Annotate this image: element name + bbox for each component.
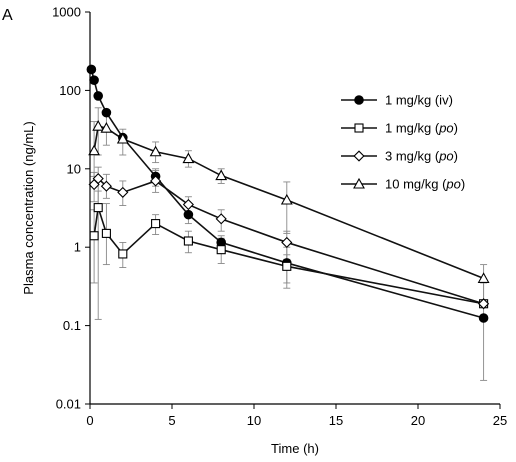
data-point-series-1: [89, 75, 99, 85]
y-tick-label: 1: [74, 240, 81, 255]
y-ticks: 0.01 0.1 1 10 100 1000: [52, 5, 90, 412]
data-point-series-1: [86, 64, 97, 75]
data-point-series-2: [151, 219, 161, 229]
data-point-series-2: [101, 228, 111, 238]
legend-marker: [354, 95, 364, 105]
data-point-series-2: [282, 261, 292, 271]
panel-label: A: [2, 7, 13, 24]
legend: 1 mg/kg (iv) 1 mg/kg (po) 3 mg/kg (po) 10 m…: [341, 93, 465, 192]
data-point-series-4: [280, 193, 293, 205]
data-point-series-4: [116, 132, 129, 144]
x-tick-label: 0: [86, 413, 93, 428]
data-point-series-3: [478, 298, 490, 310]
data-point-series-4: [100, 122, 113, 133]
data-point-series-1: [183, 209, 194, 220]
data-point-series-2: [183, 236, 193, 246]
y-tick-label: 1000: [52, 5, 81, 20]
data-point-series-1: [478, 313, 489, 323]
legend-marker: [353, 177, 365, 189]
data-point-series-2: [118, 249, 128, 259]
data-point-series-2: [89, 231, 99, 241]
data-point-series-3: [182, 198, 194, 211]
data-point-series-2: [216, 245, 226, 255]
x-tick-label: 5: [168, 413, 175, 428]
y-tick-label: 0.1: [63, 318, 81, 333]
data-point-series-3: [281, 236, 293, 249]
data-point-series-3: [100, 180, 112, 192]
series-markers: [86, 64, 490, 323]
data-point-series-4: [215, 169, 228, 181]
x-tick-label: 15: [329, 413, 343, 428]
x-tick-label: 10: [247, 413, 261, 428]
legend-marker: [354, 123, 364, 133]
y-axis-label: Plasma concentration (ng/mL): [21, 121, 36, 294]
data-point-series-1: [101, 107, 112, 118]
data-point-series-4: [88, 144, 101, 156]
data-point-series-2: [93, 203, 103, 213]
data-point-series-3: [215, 213, 227, 225]
data-point-series-3: [117, 186, 129, 198]
x-ticks: 0 5 10 15 20 25: [86, 404, 507, 428]
legend-entry-4: 10 mg/kg (po): [385, 177, 465, 192]
data-point-series-4: [477, 272, 490, 283]
data-point-series-4: [182, 152, 195, 164]
x-tick-label: 25: [493, 413, 507, 428]
y-tick-label: 100: [59, 83, 81, 98]
data-point-series-1: [93, 91, 103, 101]
legend-entry-1: 1 mg/kg (iv): [385, 93, 453, 108]
data-point-series-3: [92, 173, 104, 185]
legend-entry-3: 3 mg/kg (po): [385, 149, 458, 164]
data-point-series-4: [149, 145, 162, 157]
x-axis-label: Time (h): [271, 441, 319, 456]
data-point-series-4: [92, 120, 105, 131]
legend-marker: [353, 150, 365, 162]
legend-entry-2: 1 mg/kg (po): [385, 121, 458, 136]
y-tick-label: 0.01: [56, 397, 81, 412]
x-tick-label: 20: [411, 413, 425, 428]
series-line-1: [90, 69, 484, 319]
data-point-series-3: [150, 175, 162, 187]
y-tick-label: 10: [67, 161, 81, 176]
